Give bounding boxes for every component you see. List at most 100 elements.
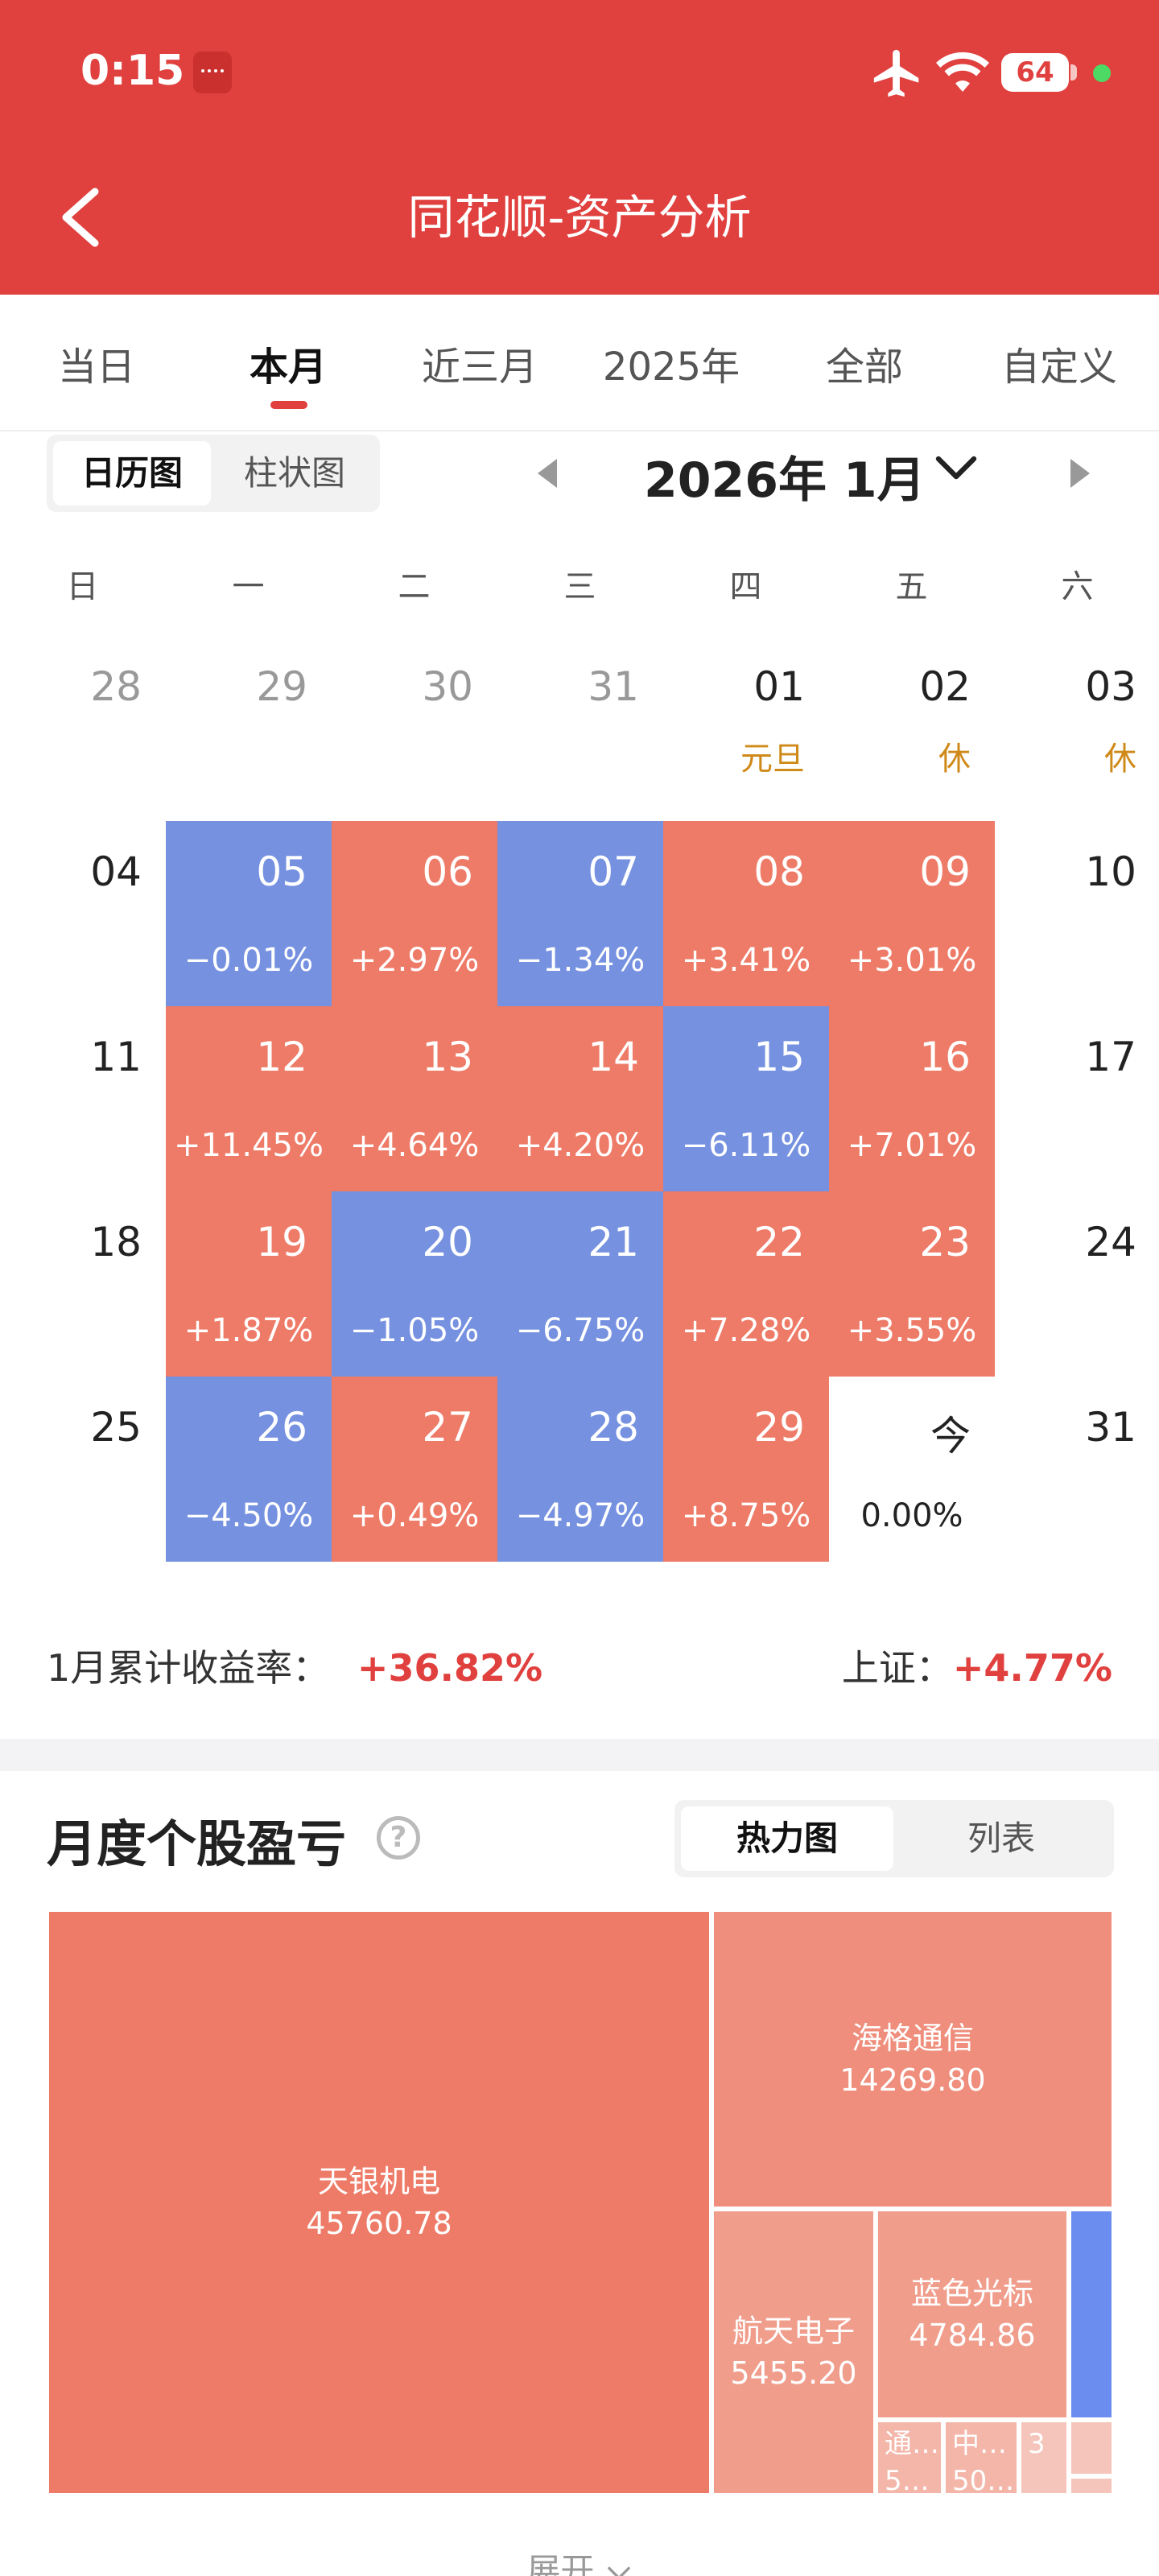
calendar-day-cell[interactable]: 14 +4.20% [497,1006,663,1191]
heatmap-stock-block[interactable]: 通… 5… [876,2420,943,2496]
calendar-day-cell[interactable]: 03 休 [995,636,1159,821]
day-number: 09 [919,848,971,895]
prev-month-arrow-icon[interactable] [538,459,557,488]
tab-year-2025[interactable]: 2025年 [602,345,740,390]
help-icon[interactable]: ? [377,1816,420,1860]
tab-custom[interactable]: 自定义 [1000,345,1117,390]
heatmap-stock-block[interactable]: 中… 50… [943,2420,1019,2496]
tab-all[interactable]: 全部 [825,345,903,390]
heatmap-stock-block[interactable] [1069,2420,1114,2476]
heatmap-stock-block[interactable] [1069,2209,1114,2420]
calendar-day-cell[interactable]: 21 −6.75% [497,1191,663,1377]
calendar-day-cell[interactable]: 05 −0.01% [166,821,332,1006]
calendar-day-cell[interactable]: 17 [995,1006,1159,1191]
notification-app-icon [193,52,232,93]
day-number: 30 [422,663,473,710]
calendar-day-cell[interactable]: 19 +1.87% [166,1191,332,1377]
heatmap-stock-block[interactable]: 航天电子 5455.20 [711,2209,876,2496]
wifi-icon [936,52,989,92]
calendar-day-cell[interactable]: 22 +7.28% [663,1191,829,1377]
day-number: 14 [588,1034,639,1080]
day-number: 23 [919,1219,971,1265]
day-number: 27 [422,1404,473,1451]
stock-name: 海格通信 [851,2021,974,2056]
heatmap-option[interactable]: 热力图 [681,1806,893,1871]
expand-button[interactable]: 展开 [0,2544,1159,2576]
calendar-day-cell[interactable]: 15 −6.11% [663,1006,829,1191]
calendar-day-cell[interactable]: 27 +0.49% [332,1377,497,1562]
calendar-day-cell[interactable]: 24 [995,1191,1159,1377]
day-number: 03 [1085,663,1136,710]
daily-return: +7.28% [681,1312,811,1349]
expand-label: 展开 [526,2551,595,2576]
next-month-arrow-icon[interactable] [1070,459,1090,488]
day-number: 26 [256,1404,307,1451]
daily-return: −1.34% [515,942,645,979]
calendar-view-option[interactable]: 日历图 [53,441,211,506]
bar-view-option[interactable]: 柱状图 [243,453,345,493]
monthly-return-value: +36.82% [357,1646,543,1690]
heatmap-stock-block[interactable]: 天银机电 45760.78 [47,1909,711,2496]
calendar-day-cell[interactable]: 18 [0,1191,166,1377]
daily-return: −6.11% [681,1127,811,1164]
calendar-day-cell[interactable]: 26 −4.50% [166,1377,332,1562]
daily-return: +0.49% [349,1497,480,1534]
calendar-day-cell[interactable]: 23 +3.55% [829,1191,995,1377]
stock-pl-value: 14269.80 [839,2062,986,2098]
holiday-note: 休 [1104,741,1136,778]
weekday-label: 三 [563,568,596,605]
calendar-day-cell[interactable]: 09 +3.01% [829,821,995,1006]
calendar-day-cell[interactable]: 16 +7.01% [829,1006,995,1191]
calendar-day-cell[interactable]: 04 [0,821,166,1006]
weekday-label: 日 [66,568,99,605]
day-number: 29 [753,1404,805,1451]
stock-name: 中… [952,2428,1007,2460]
calendar-day-cell[interactable]: 02 休 [829,636,995,821]
heatmap-stock-block[interactable] [1069,2476,1114,2496]
daily-return: +2.97% [349,942,480,979]
calendar-day-cell[interactable]: 08 +3.41% [663,821,829,1006]
tab-today[interactable]: 当日 [57,345,135,390]
calendar-day-cell[interactable]: 13 +4.64% [332,1006,497,1191]
chevron-down-icon[interactable] [934,452,979,485]
calendar-day-cell[interactable]: 29 +8.75% [663,1377,829,1562]
period-tabs: 当日 本月 近三月 2025年 全部 自定义 [0,295,1159,431]
monthly-summary: 1月累计收益率： +36.82% 上证：+4.77% [47,1639,1112,1703]
heatmap-stock-block[interactable]: 3 [1019,2420,1069,2496]
weekday-label: 六 [1061,568,1094,605]
calendar-day-cell[interactable]: 今 0.00% [829,1377,995,1562]
day-number: 19 [256,1219,307,1265]
daily-return: +3.55% [847,1312,977,1349]
calendar-day-cell[interactable]: 11 [0,1006,166,1191]
calendar-day-cell[interactable]: 12 +11.45% [166,1006,332,1191]
calendar-day-cell[interactable]: 28 −4.97% [497,1377,663,1562]
calendar-day-cell[interactable]: 07 −1.34% [497,821,663,1006]
calendar-day-cell[interactable]: 01 元旦 [663,636,829,821]
calendar-day-cell[interactable]: 31 [995,1377,1159,1562]
back-arrow-icon[interactable] [56,185,105,250]
index-return-value: +4.77% [952,1646,1112,1690]
tab-this-month[interactable]: 本月 [249,345,327,390]
calendar-day-cell[interactable]: 28 [0,636,166,821]
chevron-down-icon [607,2566,630,2576]
day-number: 02 [919,663,971,710]
day-number: 11 [90,1034,142,1080]
weekday-label: 二 [398,568,431,605]
heatmap-stock-block[interactable]: 蓝色光标 4784.86 [876,2209,1069,2420]
heatmap-stock-block[interactable]: 海格通信 14269.80 [711,1909,1114,2209]
daily-return: −1.05% [349,1312,480,1349]
month-selector-label[interactable]: 2026年 1月 [644,452,926,509]
tab-three-months[interactable]: 近三月 [421,345,538,390]
list-option[interactable]: 列表 [967,1818,1035,1858]
calendar-day-cell[interactable]: 31 [497,636,663,821]
day-number: 20 [422,1219,473,1265]
view-toggle: 日历图 柱状图 [47,435,380,512]
calendar-day-cell[interactable]: 30 [332,636,497,821]
calendar-day-cell[interactable]: 20 −1.05% [332,1191,497,1377]
calendar-day-cell[interactable]: 10 [995,821,1159,1006]
calendar-day-cell[interactable]: 29 [166,636,332,821]
calendar-day-cell[interactable]: 25 [0,1377,166,1562]
day-number: 17 [1085,1034,1136,1080]
calendar-day-cell[interactable]: 06 +2.97% [332,821,497,1006]
day-number: 今 [930,1413,971,1459]
